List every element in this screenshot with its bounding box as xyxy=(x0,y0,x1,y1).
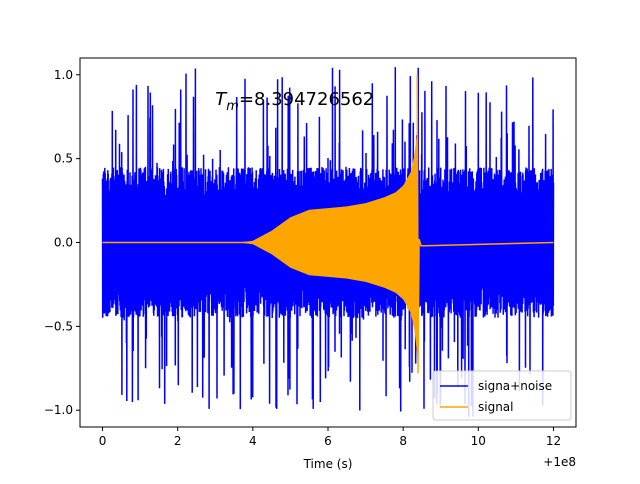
merger-time-annotation: Tm=8.394726562 xyxy=(215,89,374,114)
y-axis: 1.0 0.5 0.0 −0.5 −1.0 xyxy=(44,68,80,417)
annotation-symbol: T xyxy=(215,89,228,110)
annotation-subscript: m xyxy=(226,99,239,114)
y-tick-label: 1.0 xyxy=(54,68,73,82)
x-tick-label: 0 xyxy=(99,434,107,448)
y-tick-label: −0.5 xyxy=(44,319,73,333)
plot-area xyxy=(101,67,555,418)
series-line-signa-noise xyxy=(101,67,555,418)
annotation-value: =8.394726562 xyxy=(239,89,374,110)
x-tick-label: 8 xyxy=(399,434,407,448)
y-tick-label: −1.0 xyxy=(44,403,73,417)
x-offset-label: +1e8 xyxy=(543,455,576,469)
y-tick-label: 0.5 xyxy=(54,152,73,166)
x-tick-label: 6 xyxy=(324,434,332,448)
y-tick-label: 0.0 xyxy=(54,236,73,250)
x-axis: 0 2 4 6 8 10 12 xyxy=(99,427,561,448)
x-tick-label: 4 xyxy=(249,434,257,448)
legend-label-signa-noise: signa+noise xyxy=(478,379,552,393)
x-tick-label: 2 xyxy=(174,434,182,448)
legend-label-signal: signal xyxy=(478,400,514,414)
x-tick-label: 12 xyxy=(546,434,561,448)
series-line-signal xyxy=(102,74,554,374)
legend: signa+noise signal xyxy=(432,370,572,421)
x-tick-label: 10 xyxy=(471,434,486,448)
x-axis-label: Time (s) xyxy=(303,457,353,471)
